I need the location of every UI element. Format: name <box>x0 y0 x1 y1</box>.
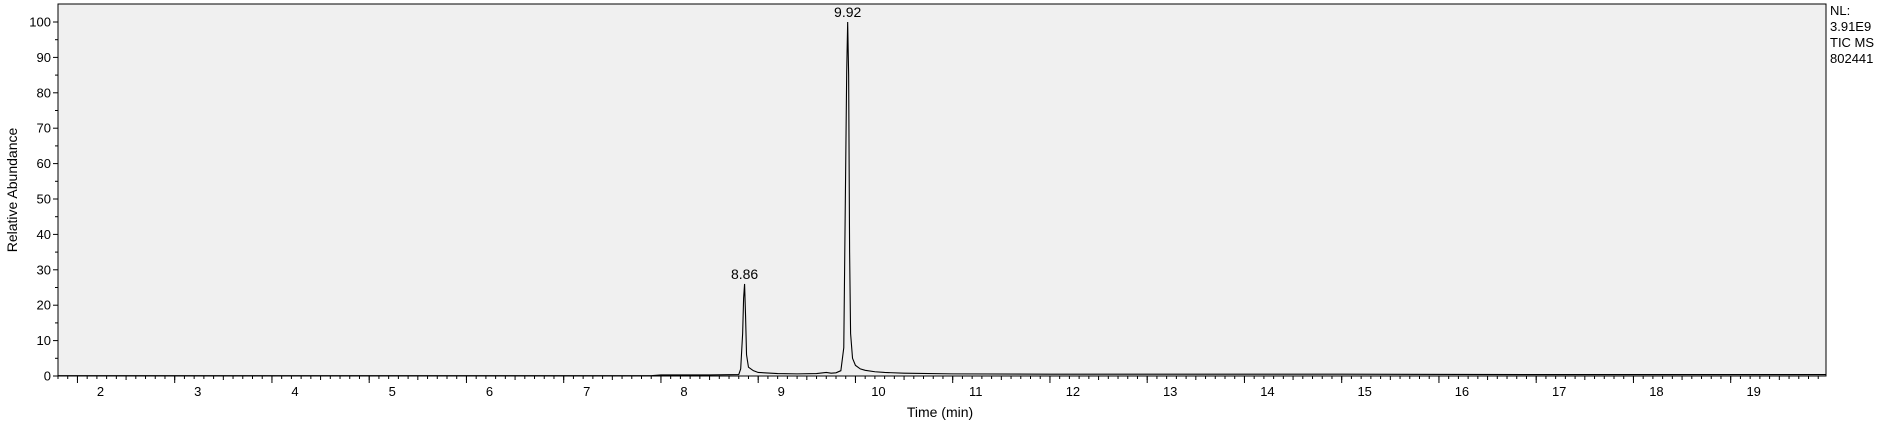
x-tick-label: 18 <box>1649 384 1663 399</box>
tic-trace-line <box>58 21 1826 377</box>
x-tick-label: 2 <box>97 384 104 399</box>
x-tick-label: 8 <box>680 384 687 399</box>
x-tick-label: 6 <box>486 384 493 399</box>
info-label: TIC MS <box>1830 35 1874 50</box>
peak-label: 8.86 <box>731 266 758 282</box>
info-label: 3.91E9 <box>1830 19 1871 34</box>
x-tick-label: 9 <box>778 384 785 399</box>
y-tick-label: 70 <box>37 121 51 136</box>
x-tick-label: 10 <box>871 384 885 399</box>
x-tick-label: 13 <box>1163 384 1177 399</box>
y-tick-label: 50 <box>37 192 51 207</box>
x-tick-label: 4 <box>291 384 298 399</box>
x-tick-label: 5 <box>389 384 396 399</box>
plot-area <box>57 3 1827 377</box>
y-axis-title: Relative Abundance <box>4 128 20 253</box>
y-tick-label: 90 <box>37 50 51 65</box>
x-tick-label: 14 <box>1260 384 1274 399</box>
peak-label: 9.92 <box>834 4 861 20</box>
x-tick-label: 19 <box>1746 384 1760 399</box>
y-tick-label: 60 <box>37 156 51 171</box>
info-label: 802441 <box>1830 51 1873 66</box>
x-tick-label: 7 <box>583 384 590 399</box>
y-tick-label: 0 <box>44 369 51 384</box>
x-tick-label: 11 <box>969 384 983 399</box>
info-label: NL: <box>1830 3 1850 18</box>
peak-labels: 8.86 9.92 <box>731 4 862 282</box>
y-tick-label: 30 <box>37 262 51 277</box>
y-tick-label: 40 <box>37 227 51 242</box>
y-tick-label: 80 <box>37 85 51 100</box>
y-tick-label: 20 <box>37 298 51 313</box>
x-tick-label: 15 <box>1357 384 1371 399</box>
x-axis-title: Time (min) <box>907 404 973 420</box>
y-tick-label: 10 <box>37 333 51 348</box>
y-tick-label: 100 <box>29 15 51 30</box>
x-axis: 2 3 4 5 6 7 8 9 10 11 12 13 14 15 16 17 18 19 <box>57 376 1819 399</box>
x-tick-label: 3 <box>194 384 201 399</box>
x-tick-label: 12 <box>1066 384 1080 399</box>
x-tick-label: 17 <box>1552 384 1566 399</box>
x-tick-label: 16 <box>1455 384 1469 399</box>
y-axis: 0 10 20 30 40 50 60 70 80 90 100 <box>29 15 58 384</box>
